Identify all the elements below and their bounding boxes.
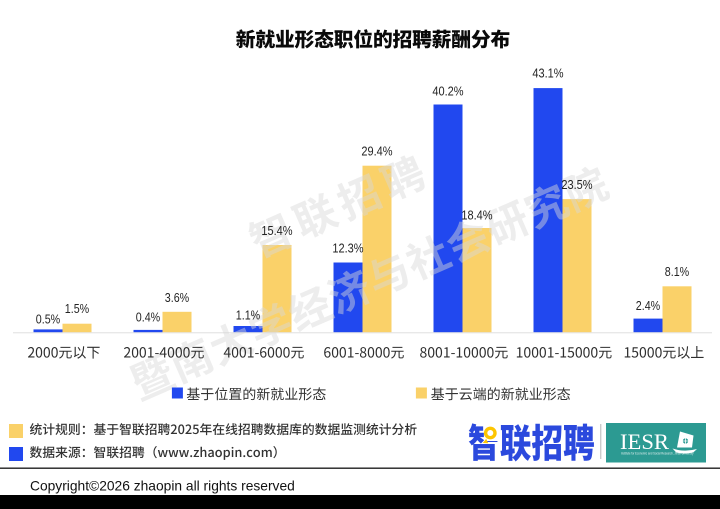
svg-text:0.5%: 0.5% — [36, 312, 61, 327]
svg-text:1.5%: 1.5% — [65, 301, 90, 316]
svg-text:8.1%: 8.1% — [665, 264, 690, 279]
svg-text:3.6%: 3.6% — [165, 290, 190, 305]
svg-text:2.4%: 2.4% — [636, 298, 661, 313]
svg-text:1.1%: 1.1% — [236, 308, 261, 323]
svg-text:23.5%: 23.5% — [561, 177, 592, 192]
svg-text:12.3%: 12.3% — [332, 241, 363, 256]
svg-text:Copyright©2026 zhaopin all rig: Copyright©2026 zhaopin all rights reserv… — [30, 478, 295, 493]
svg-text:18.4%: 18.4% — [461, 207, 492, 222]
svg-text:29.4%: 29.4% — [361, 144, 392, 159]
svg-text:15.4%: 15.4% — [261, 223, 292, 238]
svg-text:0.4%: 0.4% — [136, 310, 161, 325]
svg-text:43.1%: 43.1% — [532, 66, 563, 81]
svg-text:IESR: IESR — [620, 429, 670, 454]
svg-text:40.2%: 40.2% — [432, 84, 463, 99]
svg-text:Institute for Economic and Soc: Institute for Economic and Social Resear… — [621, 452, 694, 456]
